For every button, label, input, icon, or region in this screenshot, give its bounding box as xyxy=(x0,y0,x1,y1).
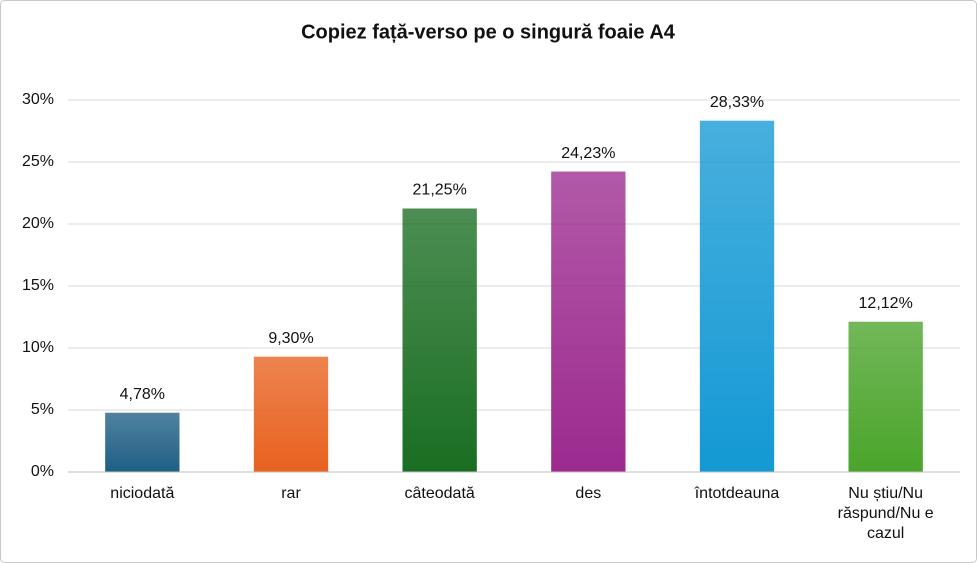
x-tick-label-box: niciodată xyxy=(110,485,175,502)
bar xyxy=(402,208,477,472)
value-label: 9,30% xyxy=(268,330,313,347)
y-tick-label: 30% xyxy=(22,91,54,108)
x-tick-label-box: des xyxy=(575,485,602,502)
x-tick-label: întotdeauna xyxy=(694,485,780,502)
chart-title: Copiez față-verso pe o singură foaie A4 xyxy=(301,21,676,43)
y-tick-label: 5% xyxy=(31,401,54,418)
x-tick-label-box: câteodată xyxy=(404,485,475,502)
bar xyxy=(253,356,329,472)
y-tick-label: 20% xyxy=(22,215,54,232)
x-tick-label-box: rar xyxy=(281,485,301,502)
x-tick-label: rar xyxy=(281,485,301,502)
y-tick-label: 25% xyxy=(22,153,54,170)
x-tick-label: des xyxy=(575,485,602,502)
x-tick-label: Nu știu/Nu răspund/Nu e cazul xyxy=(837,485,934,542)
y-tick-label: 10% xyxy=(22,339,54,356)
x-tick-label: niciodată xyxy=(110,485,175,502)
bar xyxy=(848,321,923,472)
bar xyxy=(105,412,180,472)
y-tick-label: 0% xyxy=(31,463,54,480)
x-tick-label-box: Nu știu/Nu răspund/Nu e cazul xyxy=(837,485,934,542)
value-label: 12,12% xyxy=(859,295,913,312)
bar xyxy=(551,171,626,472)
value-label: 28,33% xyxy=(710,94,764,111)
y-tick-label: 15% xyxy=(22,277,54,294)
value-label: 21,25% xyxy=(413,182,467,199)
value-label: 4,78% xyxy=(120,386,165,403)
x-tick-label-box: întotdeauna xyxy=(694,485,780,502)
bar xyxy=(699,120,775,472)
value-label: 24,23% xyxy=(561,145,615,162)
x-tick-label: câteodată xyxy=(404,485,475,502)
